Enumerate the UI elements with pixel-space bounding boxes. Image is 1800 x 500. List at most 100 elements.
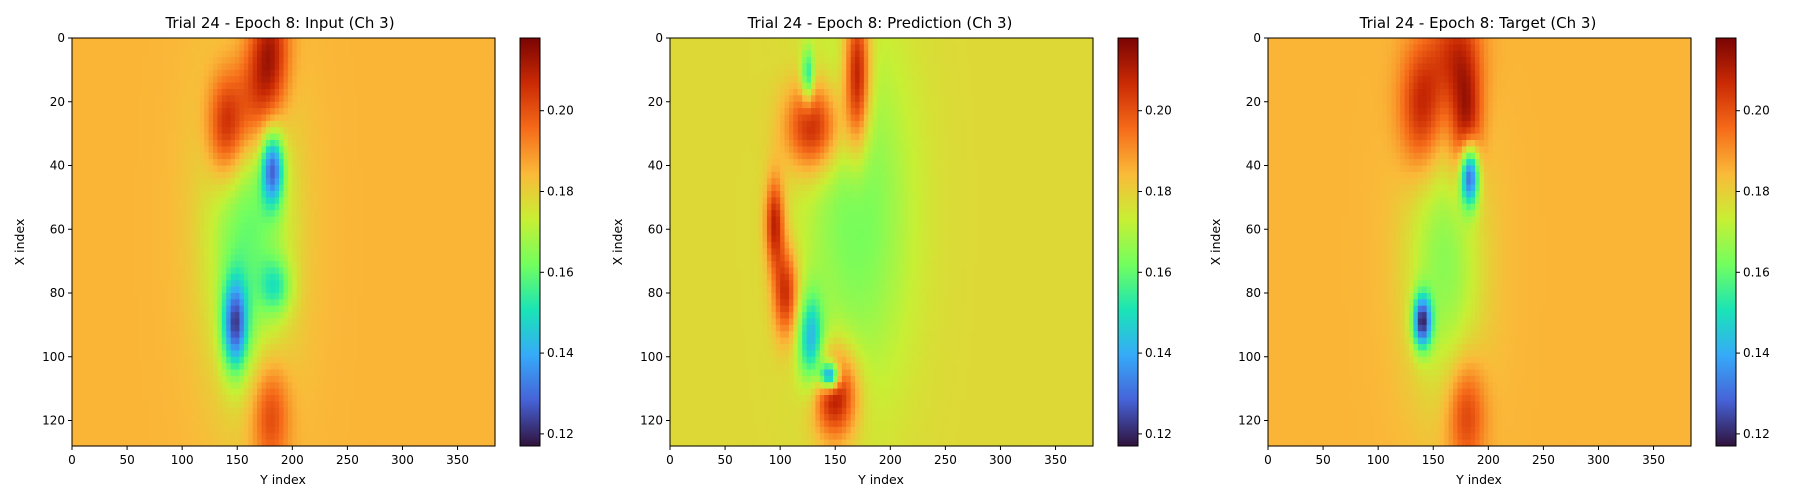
heatmap-cell <box>191 312 196 319</box>
heatmap-cell <box>469 293 474 300</box>
heatmap-cell <box>200 76 205 83</box>
heatmap-cell <box>72 217 77 224</box>
heatmap-cell <box>297 344 302 351</box>
heatmap-cell <box>279 248 284 255</box>
heatmap-cell <box>231 293 236 300</box>
heatmap-cell <box>116 280 121 287</box>
heatmap-cell <box>129 89 134 96</box>
heatmap-cell <box>477 363 482 370</box>
heatmap-cell <box>134 299 139 306</box>
heatmap-cell <box>385 223 390 230</box>
heatmap-cell <box>332 64 337 71</box>
heatmap-cell <box>398 319 403 326</box>
heatmap-cell <box>204 312 209 319</box>
heatmap-cell <box>407 38 412 45</box>
heatmap-cell <box>425 166 430 173</box>
heatmap-cell <box>226 146 231 153</box>
heatmap-cell <box>451 204 456 211</box>
heatmap-cell <box>350 178 355 185</box>
heatmap-cell <box>173 204 178 211</box>
heatmap-cell <box>266 357 271 364</box>
heatmap-cell <box>94 287 99 294</box>
heatmap-cell <box>469 242 474 249</box>
heatmap-cell <box>200 178 205 185</box>
heatmap-cell <box>129 95 134 102</box>
heatmap-cell <box>182 191 187 198</box>
heatmap-cell <box>160 204 165 211</box>
heatmap-cell <box>85 204 90 211</box>
heatmap-cell <box>213 217 218 224</box>
heatmap-cell <box>217 166 222 173</box>
heatmap-cell <box>429 185 434 192</box>
heatmap-cell <box>200 64 205 71</box>
heatmap-cell <box>134 344 139 351</box>
heatmap-cell <box>332 89 337 96</box>
heatmap-cell <box>345 306 350 313</box>
heatmap-cell <box>402 357 407 364</box>
heatmap-cell <box>182 115 187 122</box>
heatmap-cell <box>248 299 253 306</box>
heatmap-cell <box>460 312 465 319</box>
heatmap-cell <box>464 38 469 45</box>
heatmap-cell <box>270 153 275 160</box>
heatmap-cell <box>358 344 363 351</box>
heatmap-cell <box>284 236 289 243</box>
heatmap-cell <box>328 223 333 230</box>
heatmap-cell <box>213 357 218 364</box>
heatmap-cell <box>394 280 399 287</box>
heatmap-cell <box>482 338 487 345</box>
heatmap-cell <box>261 153 266 160</box>
heatmap-cell <box>266 89 271 96</box>
heatmap-cell <box>116 197 121 204</box>
heatmap-cell <box>231 127 236 134</box>
heatmap-cell <box>94 210 99 217</box>
heatmap-cell <box>469 331 474 338</box>
heatmap-cell <box>81 38 86 45</box>
heatmap-cell <box>134 268 139 275</box>
heatmap-cell <box>138 217 143 224</box>
heatmap-cell <box>143 51 148 58</box>
heatmap-cell <box>345 338 350 345</box>
heatmap-cell <box>407 350 412 357</box>
heatmap-cell <box>385 242 390 249</box>
heatmap-cell <box>120 115 125 122</box>
heatmap-cell <box>213 140 218 147</box>
heatmap-cell <box>442 223 447 230</box>
heatmap-cell <box>350 357 355 364</box>
heatmap-cell <box>332 44 337 51</box>
heatmap-cell <box>301 344 306 351</box>
heatmap-cell <box>120 70 125 77</box>
heatmap-cell <box>292 70 297 77</box>
heatmap-cell <box>482 178 487 185</box>
heatmap-cell <box>477 102 482 109</box>
heatmap-cell <box>266 229 271 236</box>
heatmap-cell <box>94 223 99 230</box>
heatmap-cell <box>173 134 178 141</box>
heatmap-cell <box>200 319 205 326</box>
heatmap-cell <box>165 261 170 268</box>
heatmap-cell <box>398 44 403 51</box>
heatmap-cell <box>239 287 244 294</box>
heatmap-cell <box>125 280 130 287</box>
heatmap-cell <box>389 325 394 332</box>
heatmap-cell <box>345 95 350 102</box>
heatmap-cell <box>376 70 381 77</box>
heatmap-cell <box>469 191 474 198</box>
heatmap-cell <box>323 357 328 364</box>
heatmap-cell <box>266 319 271 326</box>
heatmap-cell <box>116 293 121 300</box>
heatmap-cell <box>103 178 108 185</box>
heatmap-cell <box>323 159 328 166</box>
heatmap-cell <box>191 350 196 357</box>
heatmap-cell <box>217 197 222 204</box>
heatmap-cell <box>433 261 438 268</box>
heatmap-cell <box>394 287 399 294</box>
heatmap-cell <box>354 261 359 268</box>
heatmap-cell <box>125 115 130 122</box>
heatmap-cell <box>376 325 381 332</box>
heatmap-cell <box>420 293 425 300</box>
heatmap-cell <box>112 153 117 160</box>
heatmap-cell <box>257 338 262 345</box>
heatmap-cell <box>372 229 377 236</box>
heatmap-cell <box>98 299 103 306</box>
